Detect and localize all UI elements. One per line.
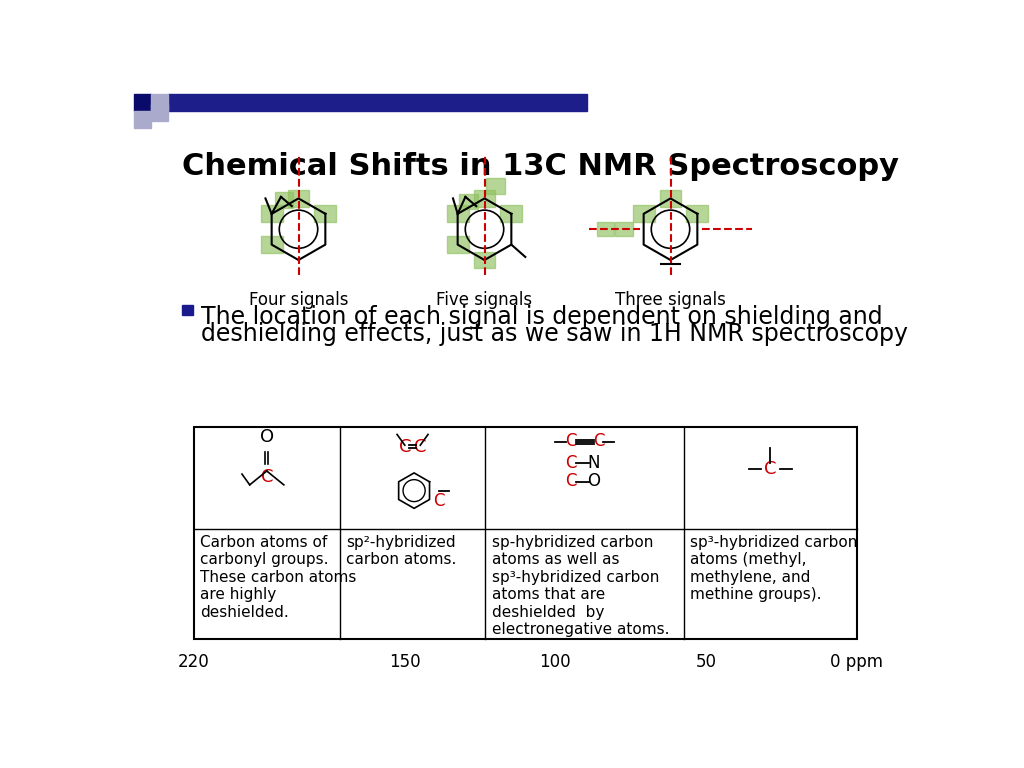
- Bar: [597, 222, 614, 236]
- Bar: [194, 427, 856, 639]
- Bar: [633, 205, 654, 222]
- Text: 150: 150: [389, 653, 421, 670]
- Bar: [152, 94, 168, 111]
- Bar: [659, 190, 681, 207]
- Text: C: C: [414, 438, 427, 455]
- Text: C: C: [398, 438, 411, 455]
- Bar: [182, 305, 194, 316]
- Text: C: C: [433, 492, 445, 510]
- Text: 220: 220: [178, 653, 210, 670]
- Text: sp-hybridized carbon
atoms as well as
sp³-hybridized carbon
atoms that are
deshi: sp-hybridized carbon atoms as well as sp…: [492, 535, 669, 637]
- Bar: [486, 178, 505, 194]
- Bar: [134, 111, 152, 127]
- Bar: [168, 94, 587, 111]
- Bar: [686, 205, 709, 222]
- Text: C: C: [565, 432, 577, 450]
- Text: 50: 50: [695, 653, 717, 670]
- Text: The location of each signal is dependent on shielding and: The location of each signal is dependent…: [201, 305, 883, 329]
- Text: O: O: [260, 429, 274, 446]
- Bar: [446, 236, 469, 253]
- Text: 100: 100: [540, 653, 571, 670]
- Text: C: C: [593, 432, 604, 450]
- Bar: [261, 236, 283, 253]
- Bar: [501, 205, 522, 222]
- Text: sp³-hybridized carbon
atoms (methyl,
methylene, and
methine groups).: sp³-hybridized carbon atoms (methyl, met…: [690, 535, 858, 602]
- Bar: [261, 205, 283, 222]
- Bar: [446, 205, 469, 222]
- Bar: [459, 194, 478, 209]
- Bar: [274, 192, 293, 207]
- Text: C: C: [565, 472, 577, 490]
- Bar: [474, 190, 496, 207]
- Text: deshielding effects, just as we saw in 1H NMR spectroscopy: deshielding effects, just as we saw in 1…: [201, 322, 908, 346]
- Text: C: C: [565, 454, 577, 472]
- Text: Five signals: Five signals: [436, 291, 532, 309]
- Bar: [288, 190, 309, 207]
- Bar: [134, 94, 152, 111]
- Text: N: N: [588, 454, 600, 472]
- Text: Three signals: Three signals: [615, 291, 726, 309]
- Bar: [615, 222, 633, 236]
- Text: Chemical Shifts in 13C NMR Spectroscopy: Chemical Shifts in 13C NMR Spectroscopy: [182, 152, 899, 181]
- Bar: [314, 205, 336, 222]
- Text: 0 ppm: 0 ppm: [830, 653, 883, 670]
- Text: O: O: [588, 472, 601, 490]
- Text: sp²-hybridized
carbon atoms.: sp²-hybridized carbon atoms.: [346, 535, 457, 568]
- Text: Carbon atoms of
carbonyl groups.
These carbon atoms
are highly
deshielded.: Carbon atoms of carbonyl groups. These c…: [200, 535, 356, 620]
- Bar: [474, 252, 496, 269]
- Text: C: C: [260, 468, 273, 486]
- Text: C: C: [764, 460, 776, 478]
- Bar: [152, 104, 168, 121]
- Text: Four signals: Four signals: [249, 291, 348, 309]
